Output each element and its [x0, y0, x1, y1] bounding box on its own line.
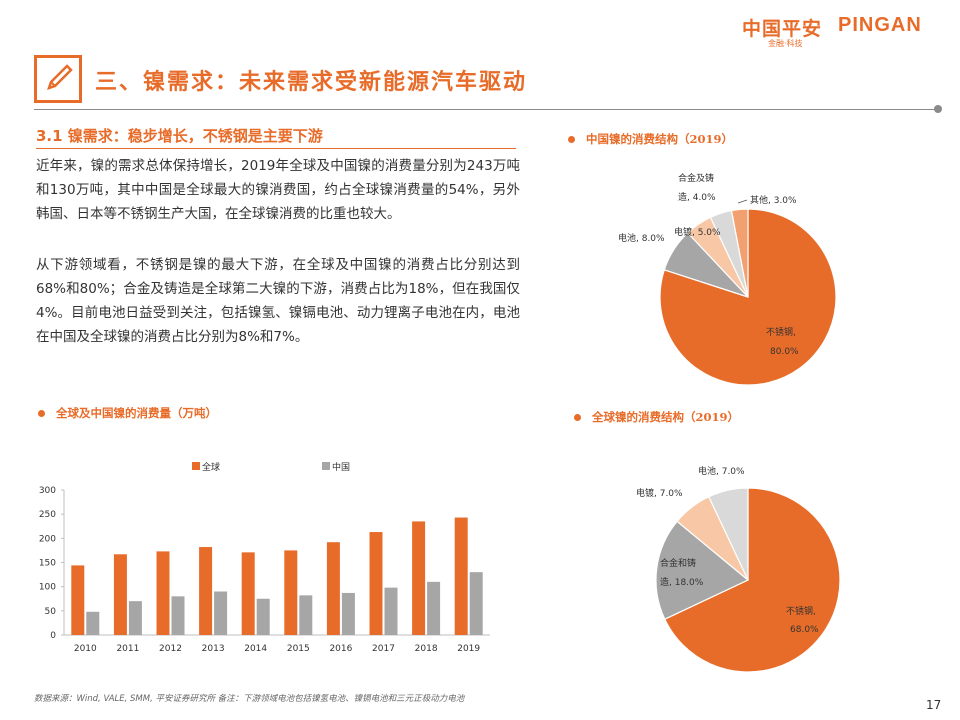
pie-global-slice-3 [708, 487, 749, 581]
pie-global-title: 全球镍的消费结构（2019） [592, 410, 740, 424]
pie-global-label-alloy-line1: 合金和铸 [660, 557, 696, 569]
pie-chart-global: 电池, 7.0% 电镀, 7.0% 合金和铸 造, 18.0% 不锈钢, 68.… [636, 465, 841, 673]
x-tick-label: 2013 [202, 644, 225, 654]
pie-china-label-battery: 电池, 8.0% [618, 232, 665, 244]
section-divider [36, 148, 516, 149]
x-tick-label: 2012 [159, 644, 182, 654]
bar-china-2014 [256, 598, 270, 635]
y-tick-label: 250 [39, 510, 56, 520]
bar-global-2015 [284, 550, 298, 635]
x-tick-label: 2015 [287, 644, 310, 654]
pie-chart-china: 其他, 3.0% 合金及铸 造, 4.0% 电镀, 5.0% 电池, 8.0% … [618, 172, 837, 386]
x-tick-label: 2018 [415, 644, 438, 654]
bar-china-2013 [214, 591, 228, 635]
pie-global-label-steel-line2: 68.0% [790, 625, 819, 635]
bar-global-2018 [412, 521, 426, 635]
pie-china-slice-4 [730, 208, 749, 298]
bar-global-2017 [369, 532, 383, 635]
bar-global-2012 [156, 551, 170, 635]
legend-swatch-global [192, 462, 200, 470]
title-divider [34, 109, 938, 110]
paragraph-1: 近年来，镍的需求总体保持增长，2019年全球及中国镍的消费量分别为243万吨和1… [36, 158, 520, 222]
x-tick-label: 2010 [74, 644, 97, 654]
pie-china-bullet-icon [568, 136, 575, 143]
bar-global-2019 [454, 517, 468, 635]
bar-global-2011 [113, 554, 127, 635]
page-number: 17 [926, 698, 942, 712]
y-tick-label: 50 [45, 607, 57, 617]
bar-chart: 全球 中国 0 50 100 150 200 250 300 2010 2011 2012 2013… [39, 461, 490, 654]
x-tick-label: 2017 [372, 644, 395, 654]
pie-china-label-other: 其他, 3.0% [750, 194, 797, 206]
pie-china-title: 中国镍的消费结构（2019） [586, 132, 734, 146]
bar-china-2016 [341, 592, 355, 635]
bar-china-2019 [469, 572, 483, 635]
bar-global-2016 [326, 542, 340, 635]
bar-global-2013 [199, 547, 213, 635]
brand-tagline: 金融·科技 [768, 39, 803, 48]
x-tick-label: 2016 [329, 644, 352, 654]
legend-label-china: 中国 [332, 461, 350, 473]
x-tick-label: 2014 [244, 644, 267, 654]
legend-swatch-china [322, 462, 330, 470]
bar-china-2011 [128, 601, 142, 635]
title-divider-dot [934, 105, 942, 113]
bar-chart-title: 全球及中国镍的消费量（万吨） [56, 406, 217, 420]
bar-china-2010 [86, 611, 100, 635]
page-title: 三、镍需求：未来需求受新能源汽车驱动 [95, 69, 528, 95]
brand-name-cn: 中国平安 [742, 18, 823, 40]
bar-china-2015 [299, 595, 313, 635]
brand-name-en: PINGAN [838, 14, 922, 36]
bar-global-2014 [241, 552, 255, 635]
source-footnote: 数据来源：Wind, VALE, SMM, 平安证券研究所 备注：下游领域电池包… [34, 694, 465, 704]
bar-china-2017 [384, 587, 398, 635]
pie-global-label-alloy-line2: 造, 18.0% [660, 576, 704, 588]
x-tick-label: 2019 [457, 644, 480, 654]
y-tick-label: 100 [39, 583, 56, 593]
pie-global-label-battery: 电池, 7.0% [698, 465, 745, 477]
x-tick-label: 2011 [116, 644, 139, 654]
pie-china-label-alloy-line1: 合金及铸 [678, 172, 714, 184]
bar-china-2012 [171, 596, 185, 635]
legend-label-global: 全球 [202, 461, 220, 473]
y-tick-label: 200 [39, 534, 56, 544]
pencil-icon [34, 55, 82, 103]
bar-global-2010 [71, 565, 85, 635]
pie-china-label-steel-line1: 不锈钢, [766, 326, 796, 338]
pie-global-label-plating: 电镀, 7.0% [636, 487, 683, 499]
y-tick-label: 0 [50, 631, 56, 641]
y-tick-label: 150 [39, 559, 56, 569]
pie-china-label-alloy-line2: 造, 4.0% [678, 191, 716, 203]
pie-global-label-steel-line1: 不锈钢, [786, 605, 816, 617]
bar-chart-bullet-icon [38, 410, 45, 417]
y-tick-label: 300 [39, 486, 56, 496]
bar-china-2018 [427, 581, 441, 635]
pie-global-slice-0 [663, 487, 841, 673]
pie-global-bullet-icon [574, 414, 581, 421]
pie-china-label-steel-line2: 80.0% [770, 347, 799, 357]
section-heading: 3.1 镍需求：稳步增长，不锈钢是主要下游 [36, 127, 323, 145]
pie-china-label-plating: 电镀, 5.0% [674, 226, 721, 238]
pie-global-slice-1 [655, 520, 750, 620]
paragraph-2: 从下游领域看，不锈钢是镍的最大下游，在全球及中国镍的消费占比分别达到68%和80… [36, 257, 520, 345]
